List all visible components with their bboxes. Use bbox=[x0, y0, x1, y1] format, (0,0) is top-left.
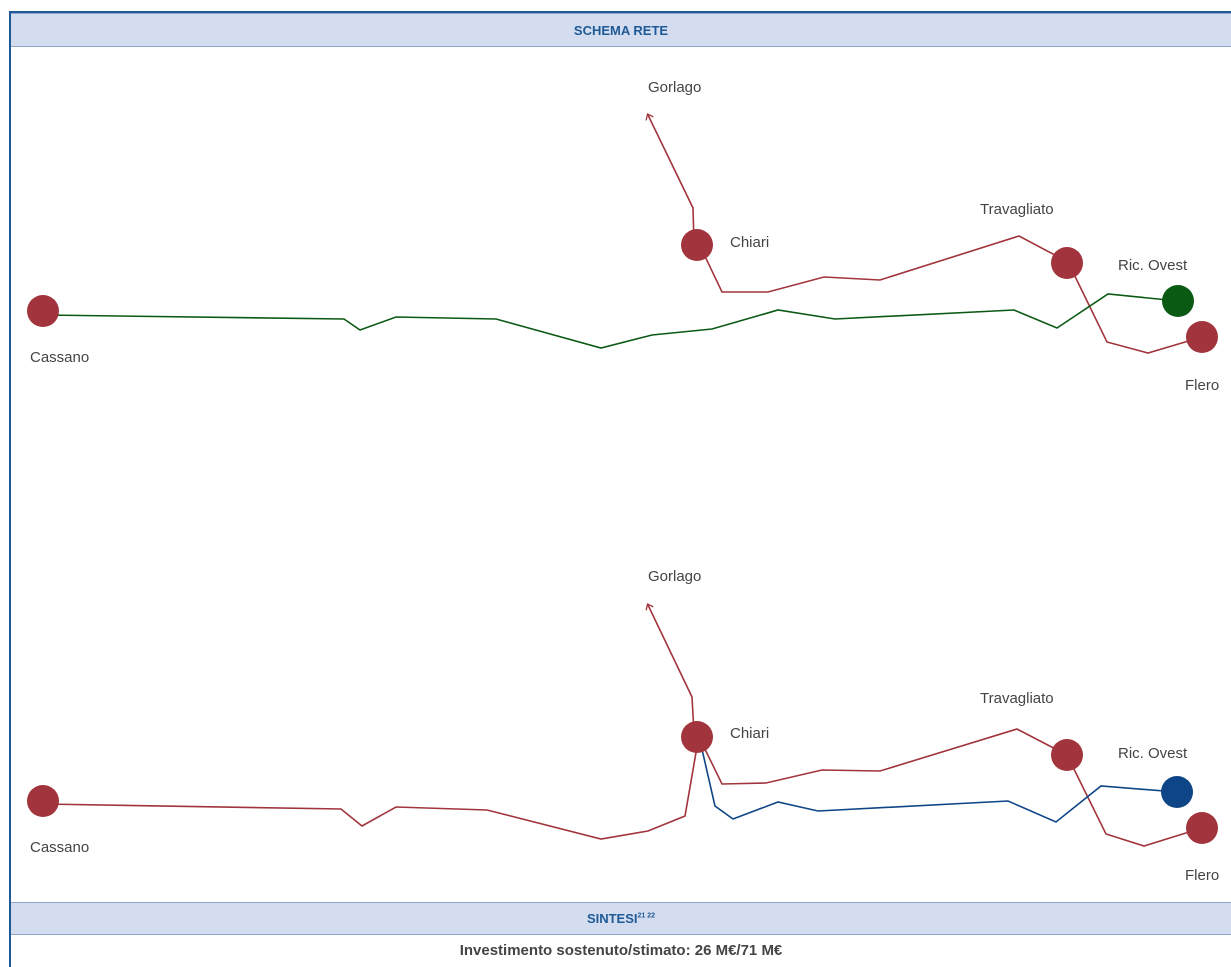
node-chiari bbox=[681, 229, 713, 261]
line-chiari-travagliato-flero bbox=[701, 235, 1203, 354]
label-gorlago: Gorlago bbox=[648, 568, 701, 585]
diagram-current: Gorlago Chiari Travagliato Ric. Ovest Ca… bbox=[27, 79, 1219, 394]
label-travagliato: Travagliato bbox=[980, 690, 1054, 707]
node-ric-ovest bbox=[1161, 776, 1193, 808]
sintesi-header: SINTESI21 22 bbox=[11, 902, 1231, 935]
label-ric-ovest: Ric. Ovest bbox=[1118, 745, 1188, 762]
sintesi-footnotes: 21 22 bbox=[637, 912, 656, 920]
label-chiari: Chiari bbox=[730, 725, 769, 742]
diagram-planned: Gorlago Chiari Travagliato Ric. Ovest Ca… bbox=[27, 568, 1219, 884]
page-frame bbox=[9, 11, 1231, 967]
node-cassano bbox=[27, 295, 59, 327]
line-chiari-ric-ovest bbox=[700, 744, 1178, 823]
label-chiari: Chiari bbox=[730, 234, 769, 251]
node-flero bbox=[1186, 321, 1218, 353]
node-flero bbox=[1186, 812, 1218, 844]
node-ric-ovest bbox=[1162, 285, 1194, 317]
label-cassano: Cassano bbox=[30, 349, 89, 366]
label-gorlago: Gorlago bbox=[648, 79, 701, 96]
node-chiari bbox=[681, 721, 713, 753]
line-cassano-chiari bbox=[42, 740, 699, 840]
schema-rete-title: SCHEMA RETE bbox=[573, 23, 669, 38]
node-cassano bbox=[27, 785, 59, 817]
sintesi-title: SINTESI bbox=[586, 911, 638, 926]
label-ric-ovest: Ric. Ovest bbox=[1118, 257, 1188, 274]
line-gorlago-chiari bbox=[645, 113, 695, 245]
label-flero: Flero bbox=[1185, 867, 1219, 884]
investment-summary: Investimento sostenuto/stimato: 26 M€/71… bbox=[11, 935, 1231, 967]
label-travagliato: Travagliato bbox=[980, 201, 1054, 218]
schema-rete-header: SCHEMA RETE bbox=[11, 13, 1231, 47]
label-flero: Flero bbox=[1185, 377, 1219, 394]
line-chiari-travagliato-flero bbox=[700, 728, 1203, 847]
investment-text: Investimento sostenuto/stimato: 26 M€/71… bbox=[459, 942, 783, 959]
node-travagliato bbox=[1051, 247, 1083, 279]
line-gorlago-chiari bbox=[645, 603, 695, 734]
label-cassano: Cassano bbox=[30, 839, 89, 856]
node-travagliato bbox=[1051, 739, 1083, 771]
line-cassano-ric-ovest bbox=[42, 293, 1179, 349]
